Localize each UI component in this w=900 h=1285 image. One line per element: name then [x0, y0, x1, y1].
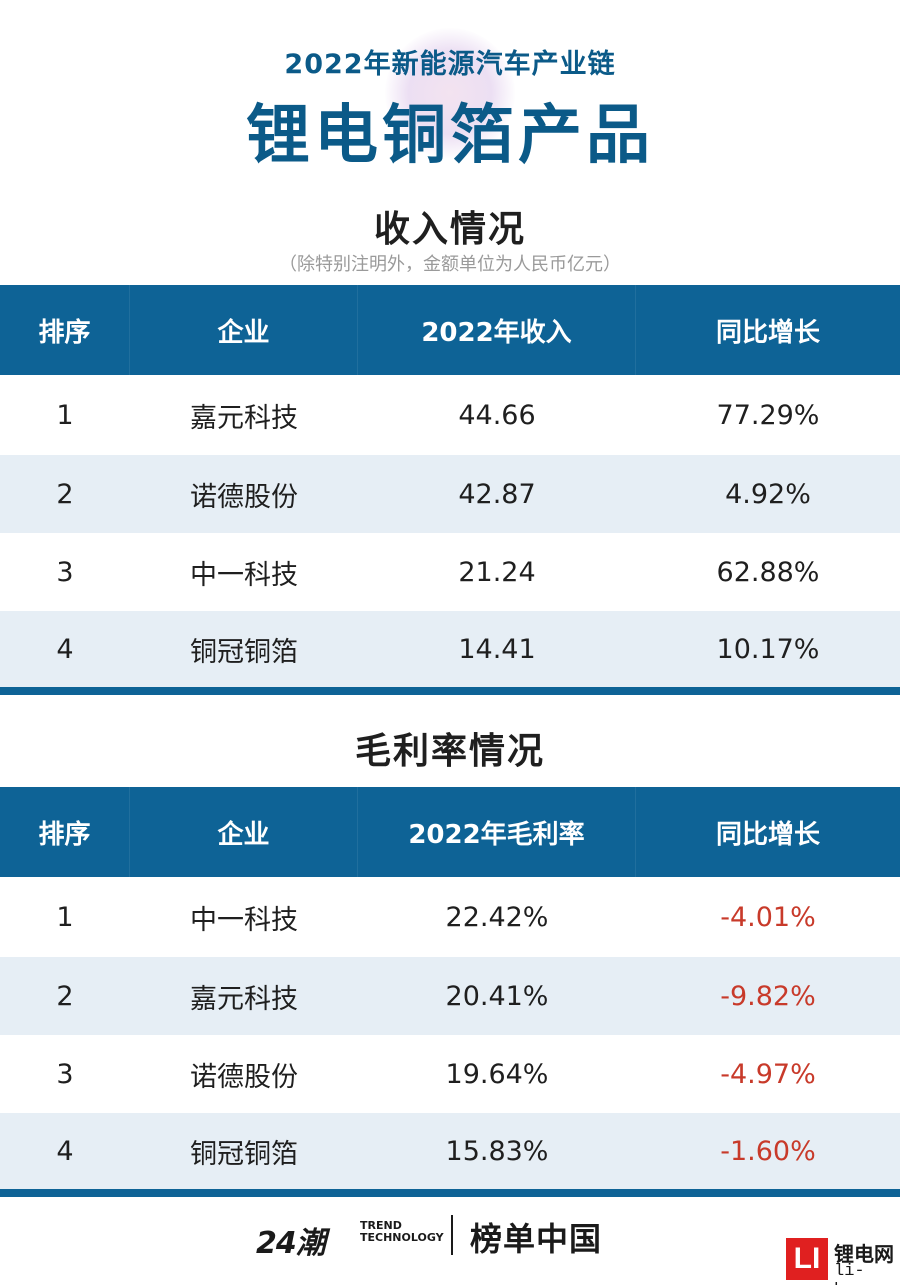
table-row: 2 诺德股份 42.87 4.92% — [0, 455, 900, 533]
column-header-growth: 同比增长 — [715, 819, 820, 850]
cell-company: 嘉元科技 — [190, 983, 298, 1015]
cell-growth: -9.82% — [720, 980, 816, 1012]
column-header-rank: 排序 — [0, 285, 130, 375]
margin-table: 排序 企业 2022年毛利率 同比增长 1 中一科技 22.42% -4.01%… — [0, 787, 900, 1197]
column-header-rank: 排序 — [0, 787, 130, 877]
brand-24-logo: 24潮 — [256, 1226, 326, 1261]
table-row: 3 诺德股份 19.64% -4.97% — [0, 1035, 900, 1113]
cell-company: 中一科技 — [190, 559, 298, 591]
cell-rank: 2 — [56, 980, 74, 1012]
li-site-url: li-b.cn — [834, 1262, 875, 1285]
column-header-margin: 2022年毛利率 — [358, 787, 636, 877]
cell-margin: 15.83% — [445, 1135, 549, 1167]
li-site-name: 锂电网 — [834, 1242, 894, 1266]
margin-section-title: 毛利率情况 — [354, 731, 545, 772]
cell-company: 铜冠铜箔 — [190, 1138, 298, 1170]
trend-line-1: TREND — [360, 1219, 402, 1232]
cell-revenue: 14.41 — [458, 633, 536, 665]
footer-divider — [451, 1215, 453, 1255]
cell-rank: 3 — [56, 556, 74, 588]
cell-rank: 4 — [56, 1135, 74, 1167]
table-row: 1 中一科技 22.42% -4.01% — [0, 877, 900, 957]
column-header-company: 企业 — [130, 787, 358, 877]
table-bottom-bar — [0, 687, 900, 695]
cell-growth: -4.01% — [720, 901, 816, 933]
header-title: 锂电铜箔产品 — [246, 99, 654, 173]
bangdan-logo: 榜单中国 — [470, 1220, 603, 1258]
cell-margin: 19.64% — [445, 1058, 549, 1090]
cell-rank: 1 — [56, 399, 74, 431]
footer: 24潮 TREND TECHNOLOGY 榜单中国 LI 锂电网 li-b.cn — [0, 1200, 900, 1285]
revenue-table: 排序 企业 2022年收入 同比增长 1 嘉元科技 44.66 77.29% 2… — [0, 285, 900, 695]
cell-rank: 4 — [56, 633, 74, 665]
table-row: 4 铜冠铜箔 14.41 10.17% — [0, 611, 900, 687]
table-bottom-bar — [0, 1189, 900, 1197]
cell-company: 中一科技 — [190, 904, 298, 936]
cell-margin: 20.41% — [445, 980, 549, 1012]
revenue-note: （除特别注明外，金额单位为人民币亿元） — [279, 254, 621, 275]
cell-rank: 2 — [56, 478, 74, 510]
revenue-section-title: 收入情况 — [373, 209, 526, 250]
cell-growth: 62.88% — [716, 556, 820, 588]
header-supertitle: 2022年新能源汽车产业链 — [284, 49, 616, 80]
table-row: 3 中一科技 21.24 62.88% — [0, 533, 900, 611]
cell-company: 诺德股份 — [190, 1061, 298, 1093]
table-row: 2 嘉元科技 20.41% -9.82% — [0, 957, 900, 1035]
cell-revenue: 44.66 — [458, 399, 536, 431]
table-row: 1 嘉元科技 44.66 77.29% — [0, 375, 900, 455]
column-header-growth: 同比增长 — [715, 317, 820, 348]
margin-table-header: 排序 企业 2022年毛利率 同比增长 — [0, 787, 900, 877]
cell-rank: 1 — [56, 901, 74, 933]
cell-rank: 3 — [56, 1058, 74, 1090]
column-header-company: 企业 — [130, 285, 358, 375]
header: 2022年新能源汽车产业链 锂电铜箔产品 — [0, 0, 900, 190]
brand-trend-logo: TREND TECHNOLOGY — [360, 1220, 444, 1244]
cell-growth: 4.92% — [725, 478, 811, 510]
revenue-table-header: 排序 企业 2022年收入 同比增长 — [0, 285, 900, 375]
li-badge-logo: LI — [786, 1238, 828, 1280]
cell-company: 嘉元科技 — [190, 402, 298, 434]
cell-company: 铜冠铜箔 — [190, 636, 298, 668]
cell-growth: -1.60% — [720, 1135, 816, 1167]
cell-growth: 10.17% — [716, 633, 820, 665]
column-header-revenue: 2022年收入 — [358, 285, 636, 375]
cell-growth: -4.97% — [720, 1058, 816, 1090]
trend-line-2: TECHNOLOGY — [360, 1231, 444, 1244]
cell-margin: 22.42% — [445, 901, 549, 933]
cell-revenue: 21.24 — [458, 556, 536, 588]
cell-company: 诺德股份 — [190, 481, 298, 513]
cell-growth: 77.29% — [716, 399, 820, 431]
table-row: 4 铜冠铜箔 15.83% -1.60% — [0, 1113, 900, 1189]
header-decoration — [385, 28, 515, 158]
cell-revenue: 42.87 — [458, 478, 536, 510]
